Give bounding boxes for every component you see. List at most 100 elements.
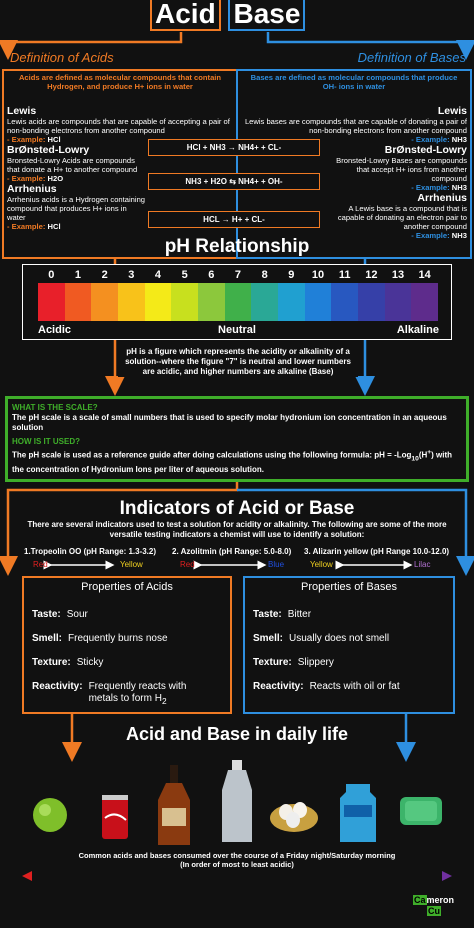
reaction: HCl + NH3 → NH4+ + CL-	[148, 139, 320, 156]
ph-label: Neutral	[218, 324, 256, 336]
ph-segment	[278, 283, 305, 321]
example-label: - Example:	[411, 183, 450, 192]
definition: A Lewis base is a compound that is capab…	[337, 204, 467, 231]
ph-segment	[198, 283, 225, 321]
ph-segment	[384, 283, 412, 321]
example-value: HCl	[47, 222, 61, 231]
ph-number: 3	[128, 269, 135, 281]
color-from: Yellow	[310, 560, 333, 569]
term: Arrhenius	[7, 183, 57, 195]
property-value: Frequently reacts with metals to form H2	[89, 681, 201, 707]
ph-segment	[118, 283, 145, 321]
ph-segment	[91, 283, 119, 321]
color-to: Yellow	[120, 560, 143, 569]
property-value: Frequently burns nose	[68, 633, 168, 644]
ph-number: 8	[261, 269, 268, 281]
property-value: Sticky	[77, 657, 104, 668]
term: Lewis	[7, 105, 37, 117]
properties-title: Properties of Acids	[81, 581, 173, 593]
example-label: - Example:	[7, 135, 46, 144]
indicators-intro: There are several indicators used to tes…	[27, 520, 447, 539]
caption: Common acids and bases consumed over the…	[0, 851, 474, 869]
example-value: NH3	[451, 183, 467, 192]
indicator: 3. Alizarin yellow (pH Range 10.0-12.0)	[304, 547, 450, 556]
color-from: Red	[180, 560, 195, 569]
ph-number: 0	[48, 269, 55, 281]
ph-number: 13	[391, 269, 405, 281]
ph-segment	[38, 283, 65, 321]
definition: Bronsted-Lowry Bases are compounds that …	[336, 156, 467, 183]
ph-number: 10	[311, 269, 325, 281]
example: - Example: H2O	[7, 174, 233, 183]
example: - Example: HCl	[7, 222, 233, 231]
ph-segment	[171, 283, 199, 321]
property-row: Reactivity: Frequently reacts with metals…	[32, 681, 222, 707]
indicator: 2. Azolitmin (pH Range: 5.0-8.0)	[172, 547, 292, 556]
example: - Example: NH3	[241, 231, 467, 240]
property-text: Frequently reacts with metals to form H	[88, 681, 187, 704]
ph-segment	[358, 283, 385, 321]
base-properties: Properties of Bases Taste: Bitter Smell: Us…	[243, 576, 455, 714]
example-value: NH3	[451, 135, 467, 144]
question: WHAT IS THE SCALE?	[12, 403, 98, 412]
property-row: Smell: Usually does not smell	[253, 633, 453, 645]
answer: The pH scale is used as a reference guid…	[12, 447, 462, 475]
items	[33, 760, 442, 845]
bases-intro: Bases are defined as molecular compounds…	[250, 73, 458, 91]
property-name: Smell:	[32, 633, 63, 644]
property-text: Sour	[66, 609, 88, 620]
example-label: - Example:	[411, 231, 450, 240]
ph-segment	[304, 283, 332, 321]
ph-number: 9	[288, 269, 295, 281]
bases-heading: Definition of Bases	[357, 50, 466, 65]
property-row: Taste: Sour	[32, 609, 232, 621]
property-name: Taste:	[32, 609, 61, 620]
property-name: Taste:	[253, 609, 282, 620]
acids-list: Lewis Lewis acids are compounds that are …	[7, 106, 233, 232]
property-value: Sour	[67, 609, 88, 620]
property-name: Reactivity:	[32, 681, 83, 692]
credit: Cameron Cu	[413, 895, 454, 917]
reaction: NH3 + H2O ⇆ NH4+ + OH-	[148, 173, 320, 190]
answer: The pH scale is a scale of small numbers…	[12, 413, 447, 432]
ph-segment	[331, 283, 359, 321]
term: Lewis	[437, 105, 467, 117]
property-name: Texture:	[32, 657, 71, 668]
answer-text: )	[431, 450, 434, 460]
ph-number: 7	[234, 269, 242, 281]
scale-info: WHAT IS THE SCALE? The pH scale is a sca…	[5, 396, 469, 482]
ph-number: 11	[338, 269, 351, 281]
ph-number: 12	[365, 269, 378, 281]
reaction: HCL → H+ + CL-	[148, 211, 320, 228]
acids-intro: Acids are defined as molecular compounds…	[18, 73, 222, 91]
ph-scale: 0 1 2 3 4 5 6 7 8 9 10 11 12 13 14 Acidic Neutral Alka…	[22, 264, 452, 340]
definition: Bronsted-Lowry Acids are compounds that …	[7, 156, 138, 174]
term: BrØnsted-Lowry	[384, 144, 467, 156]
ph-segment	[411, 283, 439, 321]
example-value: NH3	[451, 231, 467, 240]
subscript: 2	[161, 696, 167, 706]
title-acid: Acid	[150, 0, 221, 31]
property-text: Bitter	[287, 609, 312, 620]
example-value: HCl	[47, 135, 61, 144]
credit-box: Ca	[413, 895, 427, 905]
color-from: Red	[33, 560, 48, 569]
term: Arrhenius	[417, 192, 467, 204]
ph-segment	[251, 283, 279, 321]
ph-segment	[144, 283, 172, 321]
ph-bar	[38, 283, 439, 321]
ph-number: 4	[154, 269, 162, 281]
definition: Lewis acids are compounds that are capab…	[7, 117, 230, 135]
bases-list: Lewis Lewis bases are compounds that are …	[241, 106, 467, 241]
property-row: Reactivity: Reacts with oil or fat	[253, 681, 443, 693]
answer-text: with the concentration of Hydronium Ions…	[12, 450, 453, 475]
answer-text: The pH scale is used as a reference guid…	[12, 450, 412, 460]
ph-number: 14	[418, 269, 431, 281]
subscript: 10	[411, 455, 419, 463]
ph-number: 2	[101, 269, 108, 281]
ph-number: 6	[208, 269, 215, 281]
property-name: Smell:	[253, 633, 284, 644]
example-value: H2O	[47, 174, 64, 183]
